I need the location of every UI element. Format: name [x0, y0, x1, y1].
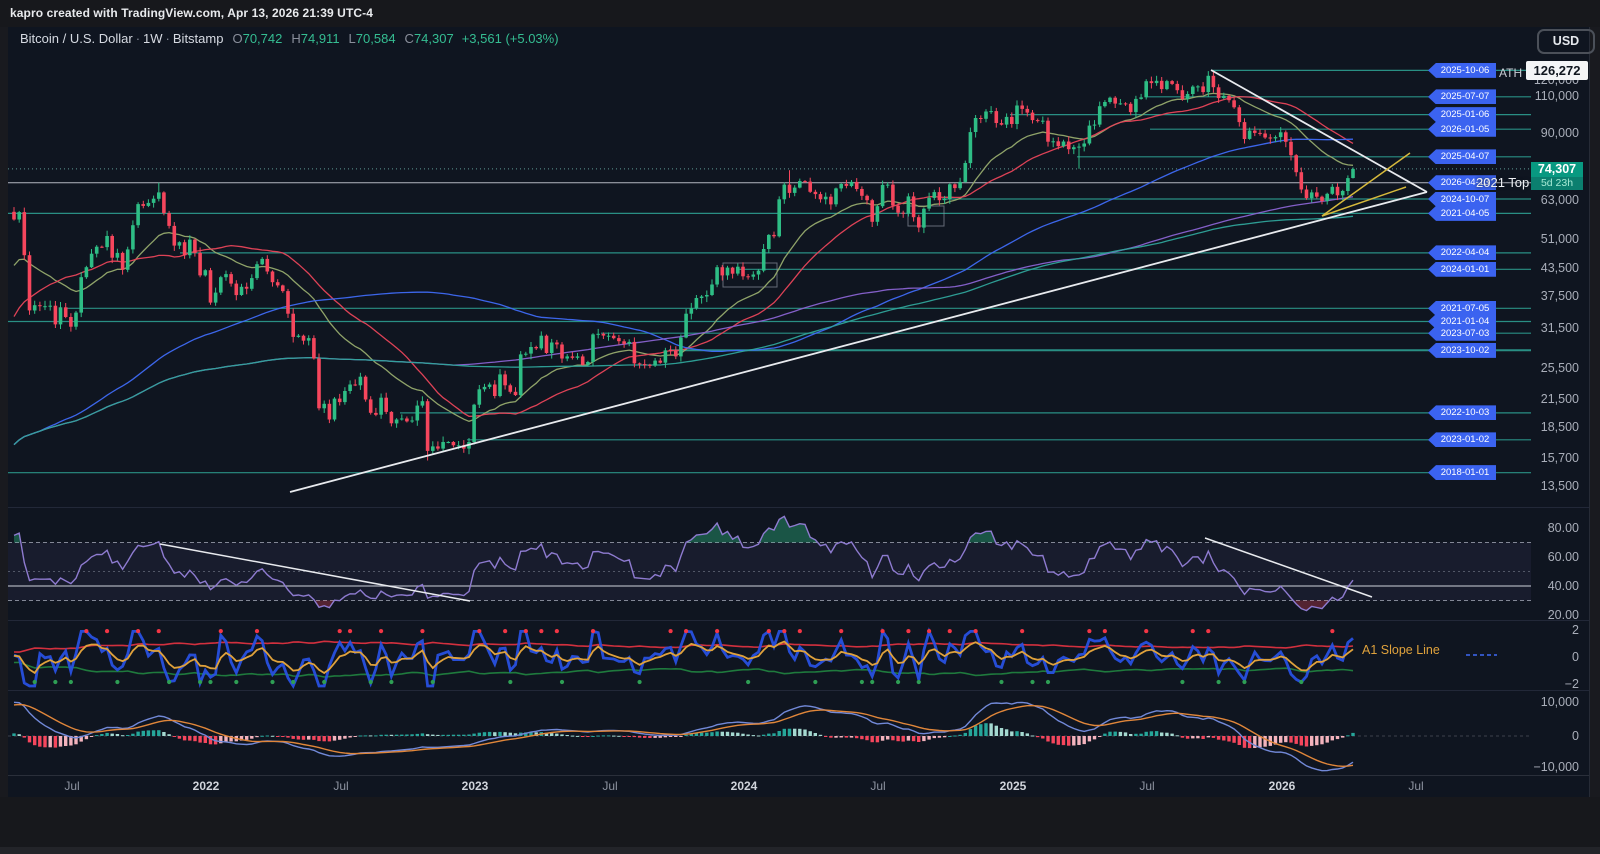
line-date-flag[interactable]: 2025-10-06 — [1428, 62, 1496, 78]
line-date-flag[interactable]: 2021-04-05 — [1428, 205, 1496, 221]
symbol-name[interactable]: Bitcoin / U.S. Dollar — [20, 31, 133, 46]
ath-label: ATH — [1499, 66, 1523, 80]
pane-separator[interactable] — [8, 620, 1589, 621]
symbol-info-bar[interactable]: Bitcoin / U.S. Dollar · 1W · Bitstamp O70,742… — [20, 31, 559, 46]
line-date-flag[interactable]: 2023-10-02 — [1428, 342, 1496, 358]
exchange[interactable]: Bitstamp — [172, 31, 224, 46]
ath-price-box: 126,272 — [1526, 61, 1588, 80]
low-value: 70,584 — [355, 31, 396, 46]
rsi-axis-label[interactable]: 60.00 — [1547, 550, 1579, 564]
price-axis-label[interactable]: 110,000 — [1534, 89, 1579, 103]
line-date-flag[interactable]: 2026-04-13 — [1428, 175, 1496, 191]
high-value: 74,911 — [300, 31, 340, 46]
line-date-flag[interactable]: 2024-10-07 — [1428, 191, 1496, 207]
change-value: +3,561 (+5.03%) — [461, 31, 559, 46]
line-date-flag[interactable]: 2025-01-06 — [1428, 107, 1496, 123]
current-price-box: 74,307 — [1531, 162, 1583, 177]
line-date-flag[interactable]: 2021-01-04 — [1428, 313, 1496, 329]
line-date-flag[interactable]: 2023-01-02 — [1428, 432, 1496, 448]
price-axis-label[interactable]: 63,000 — [1540, 192, 1579, 207]
close-value: 74,307 — [413, 31, 454, 46]
price-axis-label[interactable]: 51,000 — [1540, 231, 1579, 246]
time-axis-label[interactable]: Jul — [602, 779, 618, 793]
line-date-flag[interactable]: 2021-07-05 — [1428, 300, 1496, 316]
rsi-axis-label[interactable]: 20.00 — [1547, 608, 1579, 622]
time-axis-label[interactable]: 2024 — [730, 779, 758, 793]
chart-background[interactable] — [8, 27, 1589, 797]
time-axis-label[interactable]: 2026 — [1268, 779, 1296, 793]
price-axis-label[interactable]: 31,500 — [1540, 321, 1579, 336]
line-date-flag[interactable]: 2018-01-01 — [1428, 465, 1496, 481]
price-axis-label[interactable]: 90,000 — [1540, 126, 1579, 141]
price-chart-canvas[interactable] — [0, 27, 1531, 779]
price-axis-label[interactable]: 25,500 — [1540, 360, 1579, 375]
time-axis-border — [8, 775, 1589, 776]
time-axis-label[interactable]: 2023 — [461, 779, 489, 793]
price-axis-label[interactable]: 18,500 — [1540, 420, 1579, 435]
line-date-flag[interactable]: 2023-07-03 — [1428, 325, 1496, 341]
currency-toggle-button[interactable]: USD — [1537, 29, 1595, 54]
watermark-text: kapro created with TradingView.com, Apr … — [10, 6, 374, 20]
price-axis-label[interactable]: 43,500 — [1540, 261, 1579, 276]
slope-axis-label[interactable]: 2 — [1572, 623, 1579, 637]
line-date-flag[interactable]: 2025-04-07 — [1428, 149, 1496, 165]
pane-separator[interactable] — [8, 690, 1589, 691]
timeframe[interactable]: 1W — [143, 31, 163, 46]
price-axis-label[interactable]: 13,500 — [1540, 478, 1579, 493]
line-date-flag[interactable]: 2022-10-03 — [1428, 405, 1496, 421]
line-date-flag[interactable]: 2025-07-07 — [1428, 89, 1496, 105]
line-date-flag[interactable]: 2022-04-04 — [1428, 245, 1496, 261]
slope-axis-label[interactable]: 0 — [1572, 650, 1579, 664]
macd-axis-label[interactable]: −10,000 — [1533, 760, 1579, 774]
time-axis-label[interactable]: Jul — [333, 779, 349, 793]
time-axis-label[interactable]: 2025 — [999, 779, 1027, 793]
slope-axis-label[interactable]: −2 — [1564, 677, 1579, 691]
macd-axis-label[interactable]: 10,000 — [1540, 695, 1579, 709]
watermark-bar: kapro created with TradingView.com, Apr … — [0, 0, 1600, 27]
slope-indicator-label: A1 Slope Line — [1362, 643, 1440, 657]
rsi-axis-label[interactable]: 80.00 — [1547, 521, 1579, 535]
line-date-flag[interactable]: 2026-01-05 — [1428, 121, 1496, 137]
price-axis-label[interactable]: 21,500 — [1540, 392, 1579, 407]
right-border — [1589, 27, 1590, 797]
line-date-flag[interactable]: 2024-01-01 — [1428, 261, 1496, 277]
bottom-strip — [0, 847, 1600, 854]
time-axis-label[interactable]: Jul — [1139, 779, 1155, 793]
pane-separator[interactable] — [8, 507, 1589, 508]
time-axis-label[interactable]: 2022 — [192, 779, 220, 793]
macd-axis-label[interactable]: 0 — [1572, 729, 1579, 743]
footer-bar: TradingView — [0, 797, 1600, 854]
2021-top-label: 2021 Top — [1476, 175, 1530, 190]
time-axis-label[interactable]: Jul — [870, 779, 886, 793]
price-axis-label[interactable]: 37,500 — [1540, 289, 1579, 304]
time-axis-label[interactable]: Jul — [64, 779, 80, 793]
open-value: 70,742 — [242, 31, 283, 46]
rsi-axis-label[interactable]: 40.00 — [1547, 579, 1579, 593]
candle-countdown: 5d 23h — [1531, 177, 1583, 190]
price-axis-label[interactable]: 15,700 — [1540, 450, 1579, 465]
time-axis-label[interactable]: Jul — [1408, 779, 1424, 793]
